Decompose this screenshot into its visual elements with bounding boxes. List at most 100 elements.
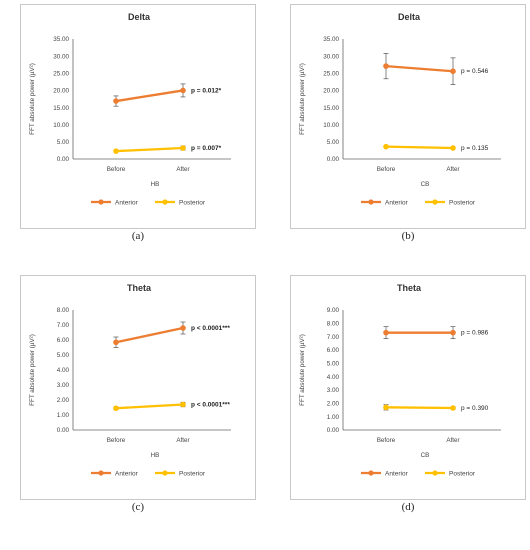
y-tick-label: 30.00 xyxy=(53,53,69,60)
y-tick-label: 9.00 xyxy=(327,307,340,314)
x-axis-label: HB xyxy=(151,181,160,188)
legend-label-posterior: Posterior xyxy=(449,199,476,206)
y-tick-label: 4.00 xyxy=(57,367,70,374)
y-tick-label: 1.00 xyxy=(57,412,70,419)
data-point-anterior xyxy=(180,325,186,331)
y-tick-label: 15.00 xyxy=(53,105,69,112)
legend-marker-posterior xyxy=(162,199,168,205)
y-tick-label: 6.00 xyxy=(327,347,340,354)
series-line-anterior xyxy=(385,64,454,73)
y-tick-label: 20.00 xyxy=(53,88,69,95)
y-tick-label: 5.00 xyxy=(327,139,340,146)
legend-label-anterior: Anterior xyxy=(385,199,409,206)
legend-label-anterior: Anterior xyxy=(385,470,409,477)
x-axis-label: CB xyxy=(421,452,430,459)
legend-label-posterior: Posterior xyxy=(179,470,206,477)
caption-d: (d) xyxy=(401,501,415,513)
series-line-anterior xyxy=(115,326,184,344)
series-line-posterior xyxy=(385,145,454,150)
series-line-posterior xyxy=(385,406,454,410)
legend-marker-posterior xyxy=(432,470,438,476)
chart-title: Delta xyxy=(128,12,151,22)
data-point-anterior xyxy=(383,329,389,336)
chart-svg-b: Delta FFT absolute power (µV²) 0.00 5.00 10.… xyxy=(299,12,501,206)
y-tick-label: 0.00 xyxy=(57,427,70,434)
y-tick-label: 1.00 xyxy=(327,414,340,421)
data-point-anterior xyxy=(450,329,456,336)
data-point-posterior xyxy=(180,401,186,408)
chart-panel-c: Theta FFT absolute power (µV²) 0.00 1.00 2.0… xyxy=(20,275,256,500)
data-point-anterior xyxy=(180,87,186,94)
x-tick-label: After xyxy=(446,437,459,444)
y-tick-label: 5.00 xyxy=(327,361,340,368)
legend-marker-posterior xyxy=(162,470,168,476)
y-tick-label: 0.00 xyxy=(327,427,340,434)
y-tick-label: 10.00 xyxy=(323,122,339,129)
legend-marker-posterior xyxy=(432,199,438,205)
chart-title: Delta xyxy=(398,12,421,22)
y-tick-label: 25.00 xyxy=(53,70,69,77)
y-axis-label: FFT absolute power (µV²) xyxy=(29,63,36,135)
data-point-posterior xyxy=(383,404,389,411)
y-tick-label: 3.00 xyxy=(327,387,340,394)
chart-panel-d: Theta FFT absolute power (µV²) 0.00 1.00 2.0… xyxy=(290,275,526,500)
legend-marker-anterior xyxy=(98,470,104,476)
y-tick-label: 30.00 xyxy=(323,53,339,60)
data-point-posterior xyxy=(383,143,389,150)
y-tick-label: 0.00 xyxy=(57,156,70,163)
data-point-posterior xyxy=(113,405,119,412)
x-tick-label: Before xyxy=(107,437,126,444)
p-value-annotation: p < 0.0001*** xyxy=(191,325,230,332)
x-axis-label: CB xyxy=(421,181,430,188)
y-tick-label: 4.00 xyxy=(327,374,340,381)
y-tick-label: 20.00 xyxy=(323,88,339,95)
data-point-posterior xyxy=(113,148,119,154)
data-point-posterior xyxy=(450,145,456,151)
x-tick-label: After xyxy=(446,166,459,173)
x-tick-label: Before xyxy=(377,437,396,444)
data-point-anterior xyxy=(113,339,119,346)
y-tick-label: 6.00 xyxy=(57,337,70,344)
chart-title: Theta xyxy=(127,283,152,293)
data-point-anterior xyxy=(383,63,389,69)
p-value-annotation: p = 0.390 xyxy=(461,405,489,412)
data-point-anterior xyxy=(450,68,456,75)
legend-label-anterior: Anterior xyxy=(115,470,139,477)
y-axis-label: FFT absolute power (µV²) xyxy=(299,63,306,135)
p-value-annotation: p < 0.0001*** xyxy=(191,402,230,409)
legend-label-posterior: Posterior xyxy=(179,199,206,206)
caption-b: (b) xyxy=(401,230,415,242)
y-tick-label: 10.00 xyxy=(53,122,69,129)
chart-title: Theta xyxy=(397,283,422,293)
chart-svg-a: Delta FFT absolute power (µV²) 0.00 5.00 10.… xyxy=(29,12,231,206)
y-tick-label: 25.00 xyxy=(323,70,339,77)
y-tick-label: 7.00 xyxy=(57,322,70,329)
y-tick-label: 7.00 xyxy=(327,334,340,341)
legend-marker-anterior xyxy=(368,199,374,205)
caption-a: (a) xyxy=(131,230,145,242)
p-value-annotation: p = 0.012* xyxy=(191,87,222,94)
p-value-annotation: p = 0.135 xyxy=(461,145,489,152)
legend-label-posterior: Posterior xyxy=(449,470,476,477)
legend-marker-anterior xyxy=(368,470,374,476)
y-tick-label: 35.00 xyxy=(323,36,339,43)
y-tick-label: 8.00 xyxy=(57,307,70,314)
chart-panel-a: Delta FFT absolute power (µV²) 0.00 5.00 10.… xyxy=(20,4,256,229)
y-tick-label: 15.00 xyxy=(323,105,339,112)
series-line-anterior xyxy=(115,89,184,103)
y-tick-label: 0.00 xyxy=(327,156,340,163)
y-tick-label: 3.00 xyxy=(57,382,70,389)
chart-svg-d: Theta FFT absolute power (µV²) 0.00 1.00 2.0… xyxy=(299,283,501,477)
data-point-posterior xyxy=(180,145,186,151)
legend-label-anterior: Anterior xyxy=(115,199,139,206)
y-tick-label: 5.00 xyxy=(57,139,70,146)
p-value-annotation: p = 0.007* xyxy=(191,145,222,152)
x-tick-label: After xyxy=(176,437,189,444)
y-tick-label: 5.00 xyxy=(57,352,70,359)
x-axis-label: HB xyxy=(151,452,160,459)
caption-c: (c) xyxy=(131,501,145,513)
data-point-posterior xyxy=(450,405,456,411)
series-line-posterior xyxy=(115,403,184,410)
y-axis-label: FFT absolute power (µV²) xyxy=(29,334,36,406)
x-tick-label: Before xyxy=(377,166,396,173)
